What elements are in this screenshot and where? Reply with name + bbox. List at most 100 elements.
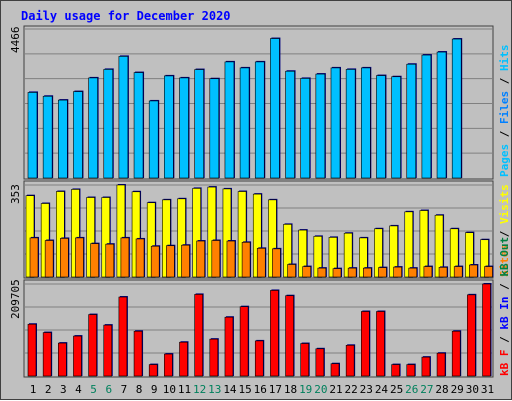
hits-bar [194,69,204,179]
day-tick-label: 17 [269,383,282,396]
chart-title: Daily usage for December 2020 [21,9,231,23]
hits-bar [391,76,401,179]
day-tick-label: 28 [435,383,448,396]
sites-bar [166,245,175,278]
bars-layer [25,37,494,377]
kbytes-max-label: 209705 [9,279,22,319]
kbytes-bar [421,356,431,377]
day-tick-label: 25 [390,383,403,396]
traffic-max-label: 4466 [9,27,22,54]
kbytes-bar [436,352,446,377]
legend-visits: Visits [498,184,511,224]
kbytes-bar [73,335,82,377]
sites-bar [438,267,448,278]
day-tick-label: 23 [360,383,373,396]
day-tick-label: 4 [75,383,82,396]
hits-bar [103,69,114,179]
day-tick-label: 30 [466,383,479,396]
sites-bar [135,238,145,278]
day-tick-label: 3 [60,383,67,396]
sites-bar [211,240,221,278]
kbytes-bar [300,343,310,377]
sites-bar [90,243,99,278]
hits-bar [164,75,174,179]
sites-bar [150,245,160,278]
visits-legend: Sites / Visits [498,184,511,277]
kbytes-bar [239,306,249,377]
hits-bar [406,63,417,179]
sites-bar [362,267,372,278]
kbytes-legend: kB F / kB In / kB Out [498,237,511,376]
kbytes-bar [270,290,279,377]
sites-bar [469,264,478,278]
kbytes-bar [133,330,143,377]
legend-kb-out: kB Out [498,237,511,277]
day-tick-label: 10 [163,383,176,396]
day-tick-label: 13 [208,383,221,396]
day-tick-label: 27 [420,383,433,396]
sites-bar [241,242,251,278]
kbytes-bar [330,363,340,377]
day-tick-label: 18 [284,383,297,396]
kbytes-bar [254,340,264,377]
day-tick-label: 5 [90,383,97,396]
hits-bar [330,67,341,179]
sites-bar [29,237,39,278]
sites-bar [120,237,130,278]
day-tick-label: 14 [223,383,237,396]
sites-bar [75,237,84,278]
day-tick-label: 21 [329,383,342,396]
day-tick-label: 6 [105,383,112,396]
kbytes-bar [42,332,52,377]
kbytes-bar [194,294,203,377]
sites-bar [196,240,205,278]
day-tick-label: 20 [314,383,327,396]
hits-bar [285,70,295,179]
day-tick-label: 8 [136,383,143,396]
kbytes-bar [103,324,113,377]
sites-bar [287,264,296,278]
hits-bar [239,67,250,179]
kbytes-bar [406,364,416,377]
hits-bar [421,54,432,179]
legend-kb-in: kB In [498,297,511,330]
hits-bar [73,91,83,179]
hits-bar [118,56,129,179]
kbytes-bar [451,330,461,377]
kbytes-bar [57,342,67,377]
day-labels: 1 2 3 4 5 6 7 8 9 10 11 12 13 14 15 16 17 18 19 20 21 22 23 24 2… [30,383,494,396]
kbytes-bar [482,283,491,377]
kbytes-bar [224,316,234,377]
day-tick-label: 24 [375,383,389,396]
sites-bar [484,266,493,278]
traffic-legend: Pages / Files / Hits [498,45,511,178]
kbytes-bar [376,311,385,377]
hits-bar [300,78,311,179]
day-tick-label: 15 [238,383,251,396]
kbytes-bar [27,323,37,377]
hits-bar [133,72,144,179]
hits-bar [254,61,265,179]
hits-bar [315,73,326,179]
sites-bar [332,268,342,278]
day-tick-label: 1 [30,383,37,396]
hits-bar [179,77,189,179]
sites-bar [226,240,236,278]
day-tick-label: 26 [405,383,418,396]
sites-bar [423,266,433,278]
hits-bar [57,99,68,179]
kbytes-bar [88,314,97,377]
hits-bar [451,38,462,179]
sites-bar [181,244,190,278]
day-tick-label: 9 [151,383,158,396]
hits-bar [360,67,371,179]
sites-bar [393,266,402,278]
legend-files: Files [498,91,511,124]
legend-kb-f: kB F [498,350,511,377]
sites-bar [256,248,266,278]
hits-bar [224,61,235,179]
hits-bar [209,78,220,179]
sites-bar [317,267,327,278]
